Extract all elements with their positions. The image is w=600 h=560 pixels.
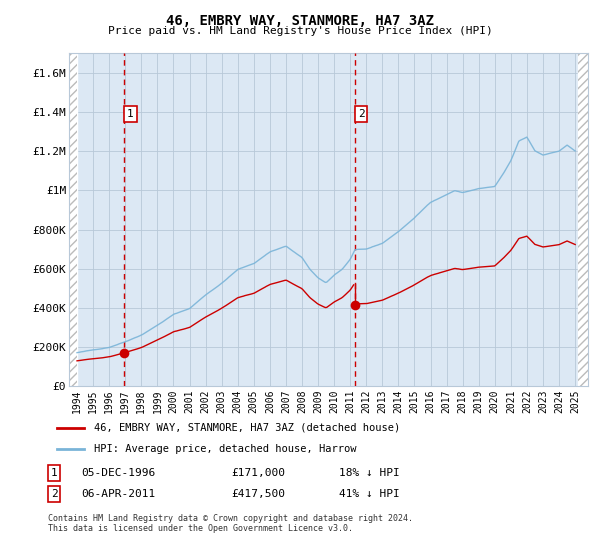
Text: Price paid vs. HM Land Registry's House Price Index (HPI): Price paid vs. HM Land Registry's House … xyxy=(107,26,493,36)
Bar xyxy=(578,53,588,386)
Text: 2: 2 xyxy=(358,109,364,119)
Text: HPI: Average price, detached house, Harrow: HPI: Average price, detached house, Harr… xyxy=(94,444,356,454)
Text: £417,500: £417,500 xyxy=(231,489,285,499)
Text: 18% ↓ HPI: 18% ↓ HPI xyxy=(339,468,400,478)
Text: 41% ↓ HPI: 41% ↓ HPI xyxy=(339,489,400,499)
Text: £171,000: £171,000 xyxy=(231,468,285,478)
Text: 46, EMBRY WAY, STANMORE, HA7 3AZ: 46, EMBRY WAY, STANMORE, HA7 3AZ xyxy=(166,14,434,28)
Text: Contains HM Land Registry data © Crown copyright and database right 2024.
This d: Contains HM Land Registry data © Crown c… xyxy=(48,514,413,533)
Bar xyxy=(69,53,77,386)
Text: 06-APR-2011: 06-APR-2011 xyxy=(81,489,155,499)
Text: 05-DEC-1996: 05-DEC-1996 xyxy=(81,468,155,478)
Text: 2: 2 xyxy=(50,489,58,499)
Bar xyxy=(578,53,588,386)
Text: 1: 1 xyxy=(127,109,134,119)
Text: 46, EMBRY WAY, STANMORE, HA7 3AZ (detached house): 46, EMBRY WAY, STANMORE, HA7 3AZ (detach… xyxy=(94,423,400,433)
Bar xyxy=(69,53,77,386)
Text: 1: 1 xyxy=(50,468,58,478)
